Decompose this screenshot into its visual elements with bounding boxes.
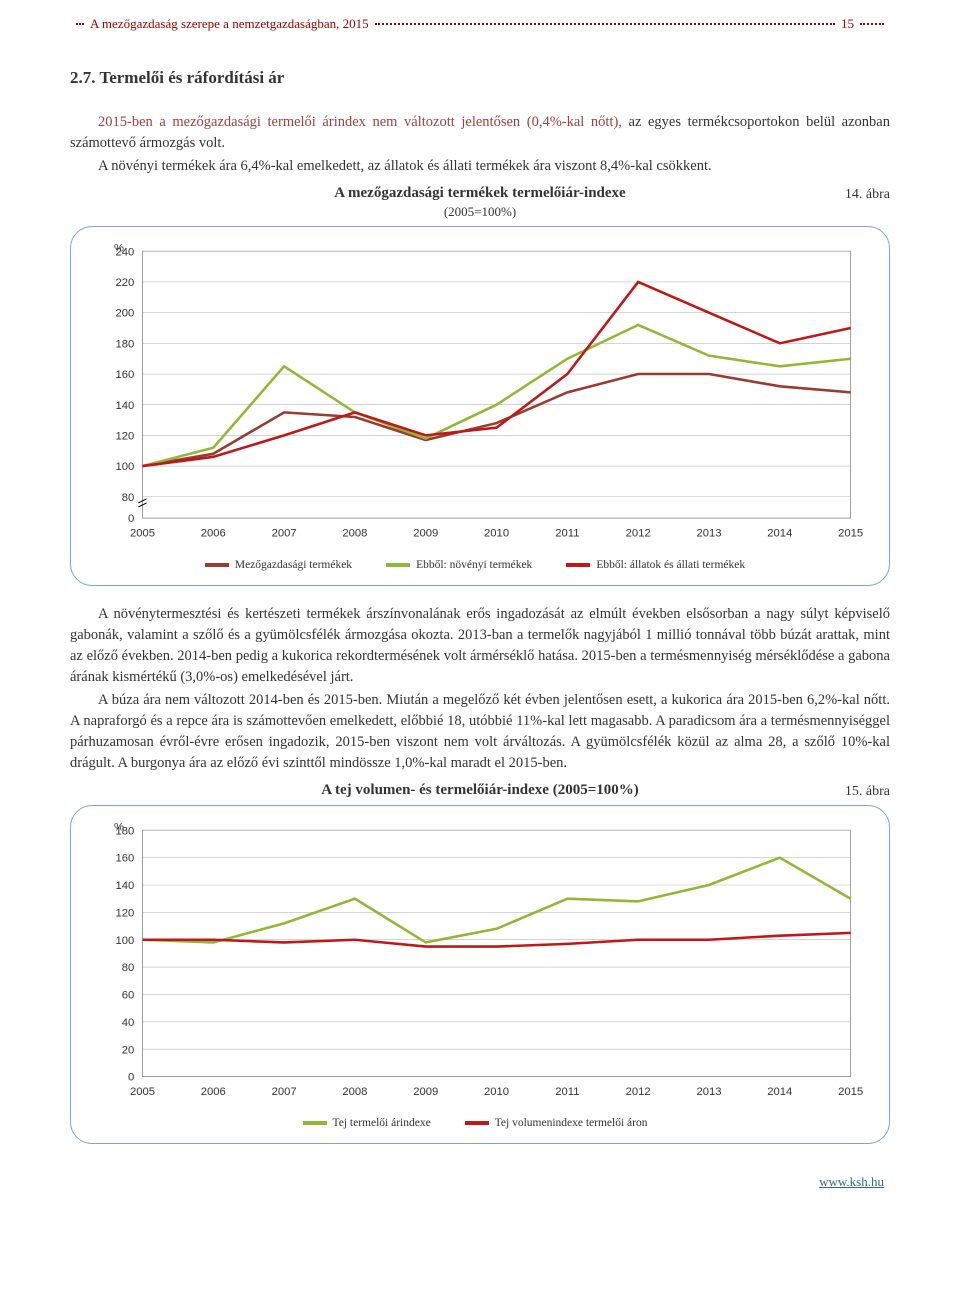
legend-item: Mezőgazdasági termékek bbox=[205, 559, 352, 571]
svg-text:140: 140 bbox=[115, 400, 134, 412]
svg-text:2013: 2013 bbox=[696, 528, 721, 540]
legend-swatch bbox=[386, 563, 410, 567]
svg-text:2007: 2007 bbox=[272, 1086, 297, 1098]
chart-1: 080100120140160180200220240%200520062007… bbox=[85, 241, 865, 549]
chart-1-legend: Mezőgazdasági termékek Ebből: növényi ter… bbox=[85, 559, 865, 571]
section-title: 2.7. Termelői és ráfordítási ár bbox=[70, 68, 890, 88]
chart-2-frame: 020406080100120140160180%200520062007200… bbox=[70, 805, 890, 1144]
svg-text:100: 100 bbox=[115, 935, 134, 947]
footer: www.ksh.hu bbox=[70, 1174, 890, 1190]
svg-text:2014: 2014 bbox=[767, 528, 792, 540]
svg-text:200: 200 bbox=[115, 308, 134, 320]
legend-item: Tej termelői árindexe bbox=[303, 1117, 431, 1129]
running-title: A mezőgazdaság szerepe a nemzetgazdaságb… bbox=[84, 16, 375, 32]
svg-text:2007: 2007 bbox=[272, 528, 297, 540]
svg-text:0: 0 bbox=[128, 513, 134, 525]
svg-text:2013: 2013 bbox=[696, 1086, 721, 1098]
svg-text:2015: 2015 bbox=[838, 1086, 863, 1098]
header-dots-middle bbox=[375, 23, 835, 25]
legend-item: Ebből: növényi termékek bbox=[386, 559, 532, 571]
paragraph-1: 2015-ben a mezőgazdasági termelői árinde… bbox=[70, 112, 890, 154]
chart-1-title: A mezőgazdasági termékek termelőiár-inde… bbox=[70, 185, 890, 202]
page-number: 15 bbox=[835, 16, 860, 32]
svg-text:2008: 2008 bbox=[342, 1086, 367, 1098]
svg-text:160: 160 bbox=[115, 853, 134, 865]
legend-swatch bbox=[205, 563, 229, 567]
svg-text:60: 60 bbox=[122, 990, 135, 1002]
svg-text:2008: 2008 bbox=[342, 528, 367, 540]
chart-1-frame: 080100120140160180200220240%200520062007… bbox=[70, 226, 890, 586]
svg-text:160: 160 bbox=[115, 369, 134, 381]
svg-text:2009: 2009 bbox=[413, 528, 438, 540]
svg-text:100: 100 bbox=[115, 461, 134, 473]
svg-text:%: % bbox=[114, 242, 124, 254]
svg-text:2006: 2006 bbox=[201, 1086, 226, 1098]
running-header: A mezőgazdaság szerepe a nemzetgazdaságb… bbox=[70, 16, 890, 32]
svg-text:20: 20 bbox=[122, 1044, 135, 1056]
figure-15-label: 15. ábra bbox=[845, 784, 890, 800]
legend-swatch bbox=[303, 1121, 327, 1125]
legend-label: Mezőgazdasági termékek bbox=[235, 559, 352, 571]
legend-swatch bbox=[465, 1121, 489, 1125]
svg-text:40: 40 bbox=[122, 1017, 135, 1029]
svg-text:2005: 2005 bbox=[130, 528, 155, 540]
legend-label: Tej termelői árindexe bbox=[333, 1117, 431, 1129]
legend-label: Ebből: növényi termékek bbox=[416, 559, 532, 571]
svg-text:80: 80 bbox=[122, 962, 135, 974]
svg-text:220: 220 bbox=[115, 277, 134, 289]
legend-label: Ebből: állatok és állati termékek bbox=[596, 559, 745, 571]
svg-text:2014: 2014 bbox=[767, 1086, 792, 1098]
svg-text:140: 140 bbox=[115, 880, 134, 892]
svg-text:2012: 2012 bbox=[626, 528, 651, 540]
svg-text:180: 180 bbox=[115, 338, 134, 350]
svg-text:2009: 2009 bbox=[413, 1086, 438, 1098]
legend-label: Tej volumenindexe termelői áron bbox=[495, 1117, 648, 1129]
header-dots-left bbox=[76, 23, 84, 25]
chart-1-subtitle: (2005=100%) bbox=[70, 204, 890, 220]
chart-2: 020406080100120140160180%200520062007200… bbox=[85, 820, 865, 1107]
legend-item: Tej volumenindexe termelői áron bbox=[465, 1117, 648, 1129]
footer-link[interactable]: www.ksh.hu bbox=[819, 1174, 884, 1189]
svg-text:120: 120 bbox=[115, 431, 134, 443]
svg-text:80: 80 bbox=[122, 492, 135, 504]
svg-text:2010: 2010 bbox=[484, 528, 509, 540]
chart-2-title: A tej volumen- és termelőiár-indexe (200… bbox=[70, 782, 890, 799]
svg-text:2005: 2005 bbox=[130, 1086, 155, 1098]
svg-text:%: % bbox=[114, 821, 124, 833]
svg-text:0: 0 bbox=[128, 1072, 134, 1084]
chart-2-legend: Tej termelői árindexe Tej volumenindexe t… bbox=[85, 1117, 865, 1129]
svg-text:2006: 2006 bbox=[201, 528, 226, 540]
header-dots-right bbox=[860, 23, 884, 25]
svg-text:2015: 2015 bbox=[838, 528, 863, 540]
paragraph-3: A növénytermesztési és kertészeti termék… bbox=[70, 604, 890, 688]
svg-text:2011: 2011 bbox=[555, 528, 579, 540]
figure-14-label: 14. ábra bbox=[845, 187, 890, 203]
svg-text:2011: 2011 bbox=[555, 1086, 579, 1098]
legend-swatch bbox=[566, 563, 590, 567]
paragraph-4: A búza ára nem változott 2014-ben és 201… bbox=[70, 690, 890, 774]
svg-text:120: 120 bbox=[115, 908, 134, 920]
paragraph-2: A növényi termékek ára 6,4%-kal emelkede… bbox=[70, 156, 890, 177]
svg-text:2010: 2010 bbox=[484, 1086, 509, 1098]
svg-text:2012: 2012 bbox=[626, 1086, 651, 1098]
legend-item: Ebből: állatok és állati termékek bbox=[566, 559, 745, 571]
paragraph-1-highlight: 2015-ben a mezőgazdasági termelői árinde… bbox=[98, 114, 622, 130]
